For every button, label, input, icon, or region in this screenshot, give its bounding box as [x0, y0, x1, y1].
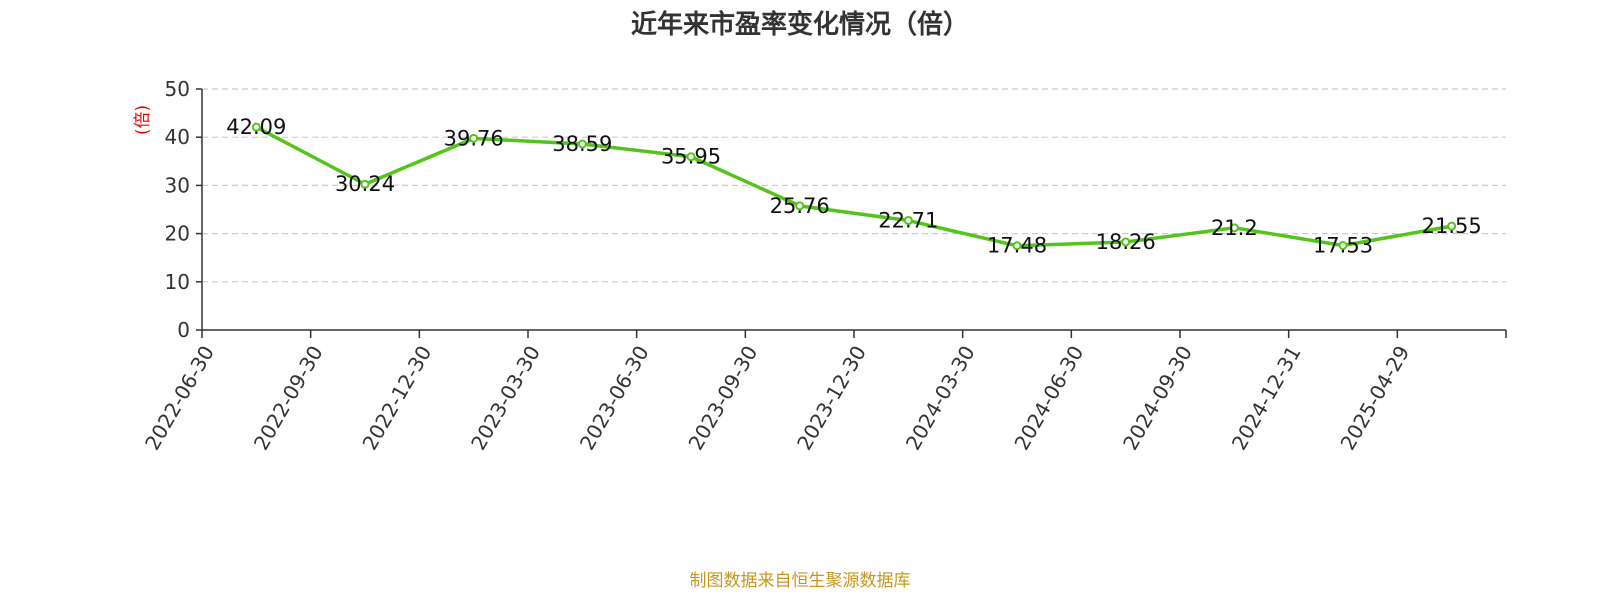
data-label: 22.71	[878, 209, 938, 233]
chart-title: 近年来市盈率变化情况（倍）	[631, 9, 969, 40]
x-tick-label: 2022-12-30	[357, 342, 436, 455]
y-tick-label: 40	[165, 125, 190, 149]
x-tick-label: 2025-04-29	[1335, 342, 1414, 455]
data-label: 18.26	[1096, 230, 1156, 254]
data-point	[1012, 241, 1022, 251]
grid-lines	[202, 88, 1506, 283]
x-tick-label: 2022-09-30	[249, 342, 328, 455]
x-tick-labels: 2022-06-30 2022-09-30 2022-12-30 2023-03-30…	[140, 342, 1414, 455]
data-point	[577, 139, 587, 149]
y-tick-label: 30	[165, 173, 190, 197]
y-tick-label: 0	[177, 318, 190, 342]
x-tick-label: 2024-09-30	[1118, 342, 1197, 455]
data-label: 39.76	[444, 126, 504, 150]
x-tick-label: 2024-03-30	[901, 342, 980, 455]
data-label: 30.24	[335, 172, 395, 196]
series-line	[255, 125, 1452, 248]
data-point	[686, 152, 696, 162]
x-tick-label: 2023-03-30	[466, 342, 545, 455]
data-label: 38.59	[552, 132, 612, 156]
data-point	[1229, 223, 1239, 233]
data-label: 21.55	[1422, 214, 1482, 238]
data-point	[1447, 221, 1457, 231]
data-label: 17.53	[1313, 234, 1373, 258]
data-label: 25.76	[770, 194, 830, 218]
data-point	[1121, 237, 1131, 247]
x-tick-label: 2023-12-30	[792, 342, 871, 455]
data-label: 17.48	[987, 234, 1047, 258]
data-labels: 42.09 30.24 39.76 38.59 35.95 25.76 22.71 17.48…	[226, 115, 1481, 258]
source-note: 制图数据来自恒生聚源数据库	[690, 571, 911, 591]
data-point	[903, 216, 913, 226]
y-tick-label: 10	[165, 270, 190, 294]
y-tick-label: 50	[165, 77, 190, 101]
x-tick-label: 2024-06-30	[1009, 342, 1088, 455]
data-point	[360, 179, 370, 189]
data-point	[795, 201, 805, 211]
x-tick-label: 2023-09-30	[683, 342, 762, 455]
y-tick-labels: 0 10 20 30 40 50	[165, 77, 190, 342]
data-point	[469, 133, 479, 143]
x-tick-label: 2024-12-31	[1227, 342, 1306, 455]
data-label: 35.95	[661, 145, 721, 169]
x-tick-label: 2023-06-30	[575, 342, 654, 455]
data-points	[251, 122, 1457, 251]
y-axis-label: (倍)	[133, 105, 153, 135]
data-label: 21.2	[1211, 216, 1258, 240]
series-polyline	[255, 125, 1452, 248]
data-point	[251, 122, 261, 132]
data-label: 42.09	[226, 115, 286, 139]
data-point	[1338, 241, 1348, 251]
y-tick-label: 20	[165, 222, 190, 246]
axes	[196, 88, 1507, 338]
x-tick-label: 2022-06-30	[140, 342, 219, 455]
